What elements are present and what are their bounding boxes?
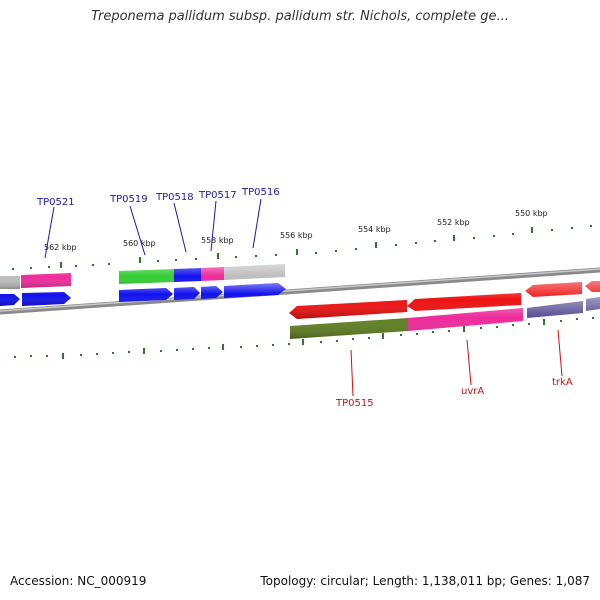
upper-scale-ticks (12, 225, 592, 270)
genome-info-label: Topology: circular; Length: 1,138,011 bp… (260, 574, 590, 588)
gene-label-tp0521[interactable]: TP0521 (36, 197, 75, 208)
lower-scale-ticks (14, 317, 594, 359)
genome-backbone (0, 267, 600, 315)
lower-feature-track (290, 297, 600, 339)
map-title: Treponema pallidum subsp. pallidum str. … (91, 9, 509, 24)
tick-label: 552 kbp (437, 218, 470, 227)
reverse-strand-genes (289, 281, 600, 319)
top-label-leaders (44, 198, 262, 259)
gene-label-tp0519[interactable]: TP0519 (109, 194, 148, 205)
gene-label-trka[interactable]: trkA (552, 377, 573, 388)
gene-label-tp0516[interactable]: TP0516 (241, 187, 280, 198)
tick-label: 550 kbp (515, 209, 548, 218)
accession-label: Accession: NC_000919 (10, 574, 147, 588)
tick-label: 562 kbp (44, 243, 77, 252)
tick-label: 558 kbp (201, 236, 234, 245)
bottom-label-leaders (350, 329, 563, 397)
tick-label: 556 kbp (280, 231, 313, 240)
gene-label-tp0518[interactable]: TP0518 (155, 192, 194, 203)
gene-label-tp0515[interactable]: TP0515 (335, 398, 374, 409)
tick-label: 554 kbp (358, 225, 391, 234)
upper-feature-track (0, 264, 285, 289)
gene-label-uvra[interactable]: uvrA (461, 386, 484, 397)
gene-label-tp0517[interactable]: TP0517 (198, 190, 237, 201)
tick-label: 560 kbp (123, 239, 156, 248)
forward-strand-genes (0, 283, 286, 306)
